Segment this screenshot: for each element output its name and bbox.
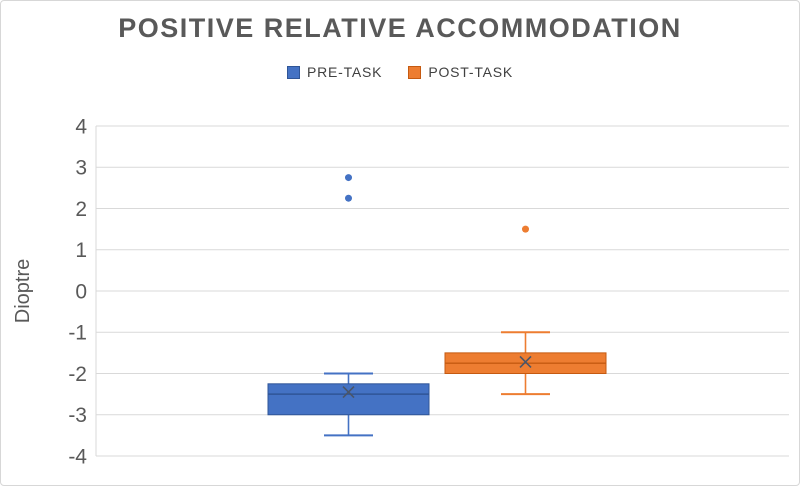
legend: PRE-TASK POST-TASK <box>1 64 799 80</box>
y-tick-label: -1 <box>68 322 87 345</box>
y-tick-label: -3 <box>68 404 87 427</box>
y-tick-label: 0 <box>75 280 87 303</box>
y-tick-label: 2 <box>75 198 87 221</box>
legend-label-pre-task: PRE-TASK <box>306 64 383 80</box>
y-axis-title: Dioptre <box>12 259 34 323</box>
mean-marker-post-task <box>519 355 532 369</box>
box-pre-task <box>267 383 430 416</box>
chart-title: POSITIVE RELATIVE ACCOMMODATION <box>118 13 682 43</box>
y-tick-label: 4 <box>75 115 87 138</box>
legend-label-post-task: POST-TASK <box>428 64 514 80</box>
outlier-point-post-task <box>522 225 529 233</box>
legend-item-pre-task: PRE-TASK <box>286 64 383 80</box>
legend-swatch-post-task <box>408 65 422 79</box>
y-tick-label: -4 <box>68 445 87 468</box>
outlier-point-pre-task <box>345 174 352 182</box>
y-tick-label: 3 <box>75 157 87 180</box>
legend-swatch-pre-task <box>286 65 300 79</box>
outlier-point-pre-task <box>345 194 352 202</box>
y-tick-label: -2 <box>68 363 87 386</box>
y-tick-label: 1 <box>75 239 87 262</box>
legend-item-post-task: POST-TASK <box>408 64 513 80</box>
mean-marker-pre-task <box>342 385 355 399</box>
